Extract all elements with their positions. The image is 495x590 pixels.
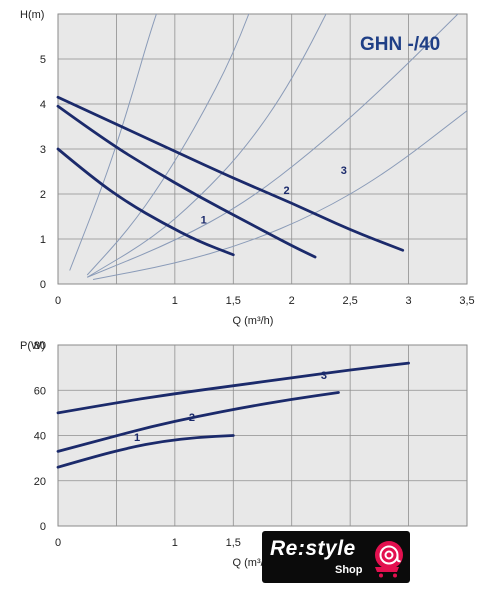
h-curve-label-1: 1 bbox=[201, 214, 207, 226]
shopping-cart-icon bbox=[375, 541, 403, 578]
p-curve-3 bbox=[56, 361, 410, 415]
shop-badge[interactable]: Re:style Shop bbox=[262, 531, 410, 583]
p-y-tick-label: 20 bbox=[34, 476, 46, 488]
h-x-tick-label: 0 bbox=[55, 295, 61, 307]
h-x-tick-label: 1 bbox=[172, 295, 178, 307]
p-curve-label-3: 3 bbox=[321, 370, 327, 382]
p-curve-1 bbox=[56, 434, 235, 469]
h-y-tick-label: 3 bbox=[40, 144, 46, 156]
p-x-tick-label: 1 bbox=[172, 537, 178, 549]
p-y-tick-label: 40 bbox=[34, 431, 46, 443]
model-title: GHN -/40 bbox=[360, 34, 440, 55]
h-curve-1 bbox=[56, 147, 235, 257]
h-y-tick-label: 5 bbox=[40, 54, 46, 66]
p-x-tick-label: 1,5 bbox=[226, 537, 241, 549]
system-curve-3 bbox=[86, 14, 327, 278]
h-y-tick-label: 0 bbox=[40, 279, 46, 291]
p-y-tick-label: 80 bbox=[34, 340, 46, 352]
h-curve-3 bbox=[56, 95, 405, 252]
p-x-tick-label: 0 bbox=[55, 537, 61, 549]
system-curve-2 bbox=[86, 14, 250, 276]
p-y-tick-label: 60 bbox=[34, 385, 46, 397]
h-curve-label-2: 2 bbox=[284, 185, 290, 197]
h-x-axis-title: Q (m³/h) bbox=[233, 315, 274, 327]
system-curve-5 bbox=[92, 110, 467, 280]
h-curve-2 bbox=[56, 104, 317, 259]
badge-subtext: Shop bbox=[335, 564, 363, 576]
badge-text: Re:style bbox=[270, 537, 356, 560]
h-x-tick-label: 3 bbox=[406, 295, 412, 307]
h-x-tick-label: 3,5 bbox=[459, 295, 474, 307]
h-y-tick-label: 2 bbox=[40, 189, 46, 201]
p-y-tick-label: 0 bbox=[40, 521, 46, 533]
p-curve-label-1: 1 bbox=[134, 432, 140, 444]
h-y-tick-label: 4 bbox=[40, 99, 46, 111]
p-y-axis-title: P(W) bbox=[20, 340, 45, 352]
system-curve-1 bbox=[69, 14, 157, 271]
h-x-tick-label: 2,5 bbox=[342, 295, 357, 307]
p-curve-2 bbox=[56, 391, 340, 453]
h-y-tick-label: 1 bbox=[40, 234, 46, 246]
h-curve-label-3: 3 bbox=[341, 165, 347, 177]
h-y-axis-title: H(m) bbox=[20, 9, 44, 21]
system-curve-4 bbox=[87, 14, 459, 278]
p-curve-label-2: 2 bbox=[189, 412, 195, 424]
h-x-tick-label: 1,5 bbox=[226, 295, 241, 307]
h-x-tick-label: 2 bbox=[289, 295, 295, 307]
